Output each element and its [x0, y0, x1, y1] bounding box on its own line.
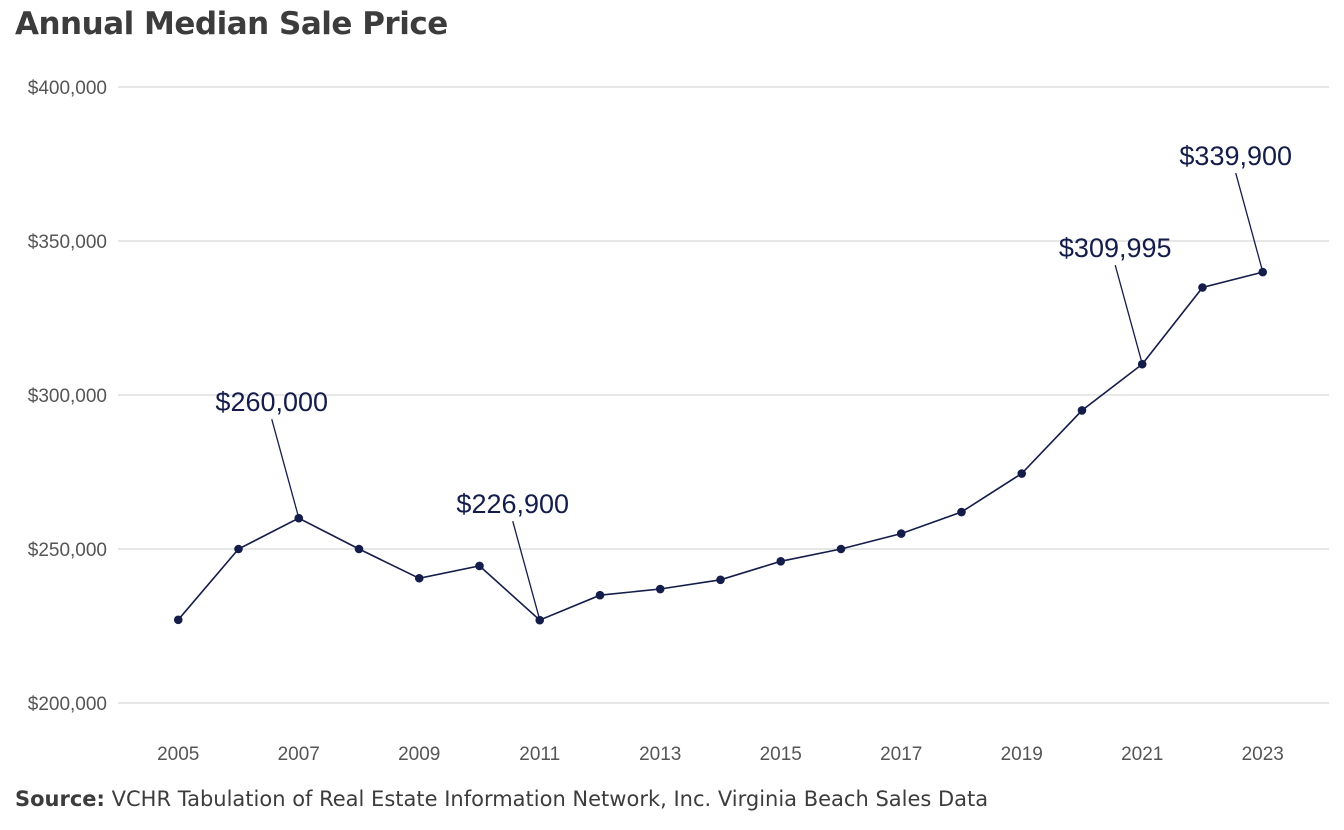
annotation-leader	[513, 521, 539, 616]
series-line	[178, 272, 1263, 620]
y-tick-label: $350,000	[28, 232, 107, 253]
data-point	[475, 562, 484, 571]
data-point	[837, 545, 846, 554]
data-point	[234, 545, 243, 554]
annotation-label: $339,900	[1179, 141, 1292, 171]
annotation-layer: $260,000 $226,900 $309,995 $339,900	[215, 141, 1292, 616]
data-point	[716, 576, 725, 585]
x-tick-label: 2015	[760, 744, 802, 765]
x-tick-label: 2009	[398, 744, 440, 765]
annotation-leader	[1236, 173, 1262, 268]
y-tick-label: $250,000	[28, 540, 107, 561]
data-point	[415, 574, 424, 583]
data-point	[957, 508, 966, 517]
data-point	[656, 585, 665, 594]
data-point	[174, 616, 183, 625]
data-point	[596, 591, 605, 600]
data-point	[1017, 469, 1026, 478]
source-note: Source: VCHR Tabulation of Real Estate I…	[15, 787, 988, 811]
data-point	[1138, 360, 1147, 369]
x-tick-label: 2019	[1001, 744, 1043, 765]
y-axis-ticks: $200,000 $250,000 $300,000 $350,000 $400,000	[28, 78, 107, 715]
x-tick-label: 2005	[157, 744, 199, 765]
data-point	[535, 616, 544, 625]
source-text: VCHR Tabulation of Real Estate Informati…	[112, 787, 989, 811]
source-label: Source:	[15, 787, 105, 811]
data-point	[1198, 283, 1207, 292]
annotation-label: $226,900	[456, 489, 569, 519]
data-point	[355, 545, 364, 554]
x-tick-label: 2017	[880, 744, 922, 765]
annotation-leader	[272, 419, 298, 514]
x-tick-label: 2011	[519, 744, 560, 765]
series-layer	[174, 268, 1267, 625]
data-point	[1078, 406, 1087, 415]
x-tick-label: 2013	[639, 744, 681, 765]
data-point	[776, 557, 785, 566]
annotation-label: $260,000	[215, 387, 328, 417]
data-point	[294, 514, 303, 523]
data-point	[1258, 268, 1267, 277]
x-tick-label: 2023	[1242, 744, 1284, 765]
y-tick-label: $200,000	[28, 694, 107, 715]
data-point	[897, 529, 906, 538]
x-axis-ticks: 2005 2007 2009 2011 2013 2015 2017 2019 2021 2023	[157, 744, 1284, 765]
y-tick-label: $300,000	[28, 386, 107, 407]
annotation-leader	[1115, 265, 1141, 360]
annotation-label: $309,995	[1059, 233, 1172, 263]
x-tick-label: 2021	[1121, 744, 1163, 765]
x-tick-label: 2007	[278, 744, 320, 765]
y-tick-label: $400,000	[28, 78, 107, 99]
